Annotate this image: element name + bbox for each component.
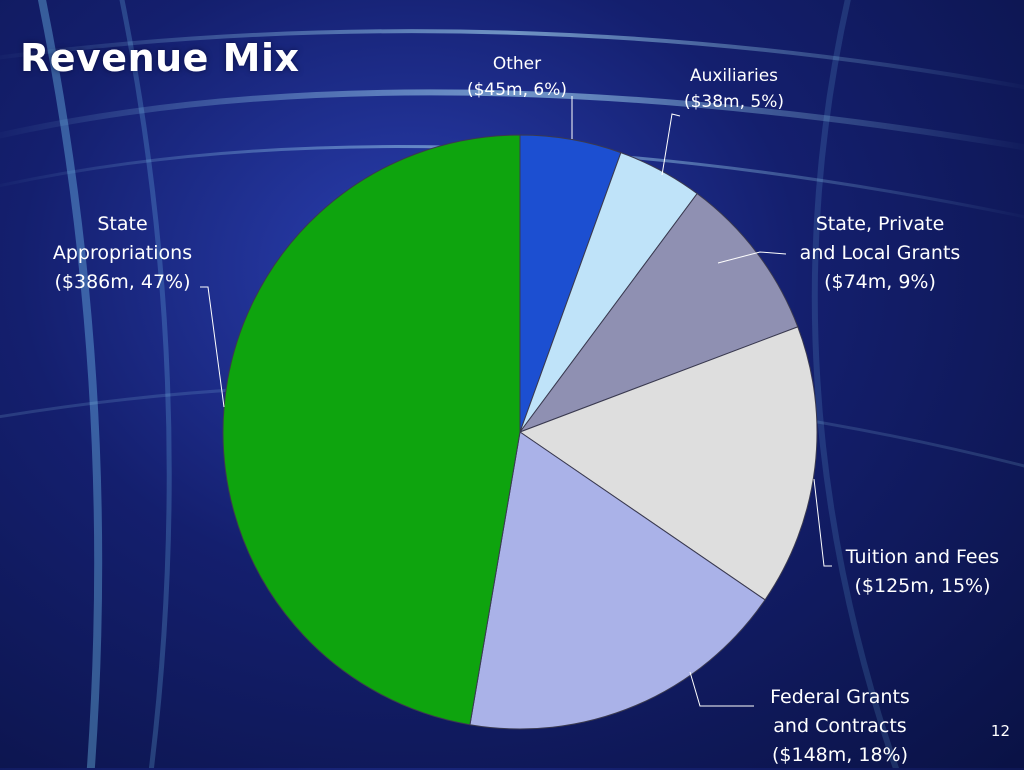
slice-label-line: ($45m, 6%)	[466, 80, 568, 100]
slice-label-state-appropriations: State Appropriations ($386m, 47%)	[30, 210, 215, 297]
leader-line	[661, 113, 681, 176]
slice-label-line: Federal Grants	[770, 686, 910, 708]
slice-label-state-private-local-grants: State, Private and Local Grants ($74m, 9%)	[780, 210, 980, 297]
leader-line	[717, 251, 787, 264]
leader-line	[200, 286, 225, 408]
slice-label-line: ($386m, 47%)	[54, 271, 191, 293]
slide-title: Revenue Mix	[20, 36, 300, 80]
slice-label-line: and Contracts	[773, 715, 907, 737]
slice-label-line: Tuition and Fees	[845, 546, 1000, 568]
slice-label-line: ($74m, 9%)	[824, 271, 936, 293]
slice-label-line: ($148m, 18%)	[772, 744, 908, 766]
slice-label-tuition-and-fees: Tuition and Fees ($125m, 15%)	[830, 543, 1015, 601]
slice-label-line: Auxiliaries	[689, 66, 779, 86]
slice-label-federal-grants-and-contracts: Federal Grants and Contracts ($148m, 18%)	[750, 683, 930, 770]
slice-label-line: ($38m, 5%)	[683, 92, 785, 112]
page-number: 12	[990, 722, 1010, 740]
leader-line	[813, 478, 832, 567]
slice-label-line: Appropriations	[52, 242, 193, 264]
slice-label-auxiliaries: Auxiliaries ($38m, 5%)	[664, 63, 804, 115]
leader-line	[689, 671, 754, 707]
pie-slice-tuition-and-fees	[518, 326, 818, 601]
slice-label-line: State, Private	[815, 213, 945, 235]
pie-slice-federal-grants-and-contracts	[469, 431, 766, 730]
slice-label-other: Other ($45m, 6%)	[452, 51, 582, 103]
slice-label-line: ($125m, 15%)	[854, 575, 991, 597]
pie-slice-state-appropriations	[222, 134, 521, 726]
slice-label-line: and Local Grants	[799, 242, 961, 264]
slice-label-line: Other	[492, 54, 542, 74]
slice-label-line: State	[97, 213, 148, 235]
